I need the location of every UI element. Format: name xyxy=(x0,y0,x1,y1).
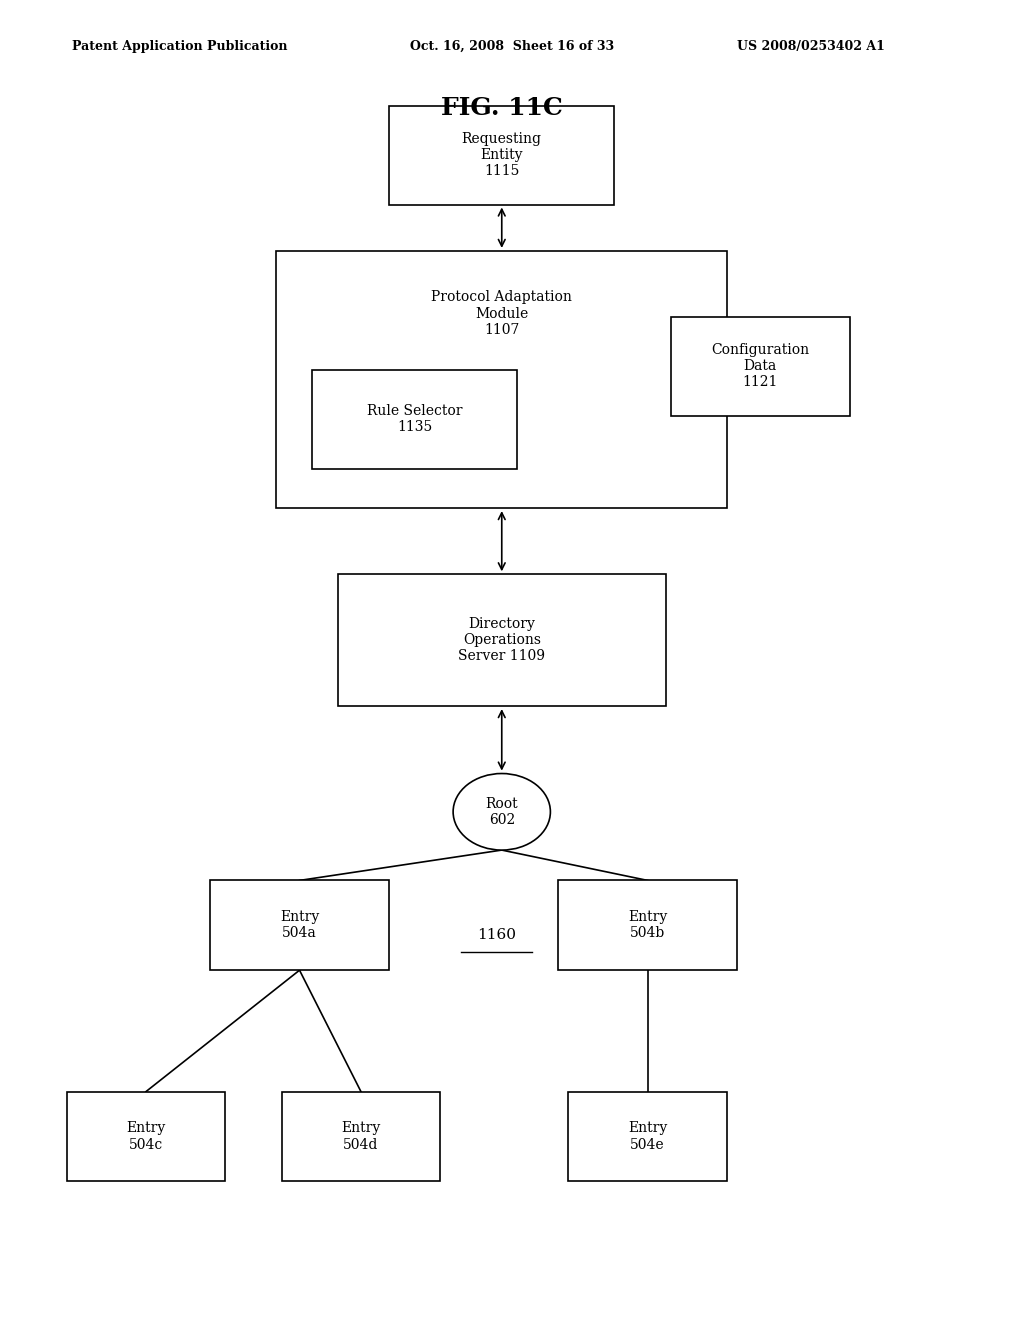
Text: US 2008/0253402 A1: US 2008/0253402 A1 xyxy=(737,40,885,53)
Text: Entry
504a: Entry 504a xyxy=(280,911,319,940)
Text: Entry
504e: Entry 504e xyxy=(628,1122,668,1151)
Text: Protocol Adaptation
Module
1107: Protocol Adaptation Module 1107 xyxy=(431,290,572,337)
FancyBboxPatch shape xyxy=(312,370,517,469)
FancyBboxPatch shape xyxy=(276,251,727,508)
Text: Entry
504d: Entry 504d xyxy=(341,1122,381,1151)
Ellipse shape xyxy=(453,774,551,850)
Text: Patent Application Publication: Patent Application Publication xyxy=(72,40,287,53)
Text: 1160: 1160 xyxy=(477,928,516,941)
Text: Root
602: Root 602 xyxy=(485,797,518,826)
Text: Directory
Operations
Server 1109: Directory Operations Server 1109 xyxy=(459,616,545,664)
Text: Requesting
Entity
1115: Requesting Entity 1115 xyxy=(462,132,542,178)
FancyBboxPatch shape xyxy=(568,1092,727,1181)
FancyBboxPatch shape xyxy=(67,1092,225,1181)
FancyBboxPatch shape xyxy=(338,574,666,706)
Text: Entry
504c: Entry 504c xyxy=(126,1122,166,1151)
Text: Oct. 16, 2008  Sheet 16 of 33: Oct. 16, 2008 Sheet 16 of 33 xyxy=(410,40,613,53)
Text: Rule Selector
1135: Rule Selector 1135 xyxy=(367,404,463,434)
Text: Configuration
Data
1121: Configuration Data 1121 xyxy=(712,343,809,389)
FancyBboxPatch shape xyxy=(671,317,850,416)
FancyBboxPatch shape xyxy=(282,1092,440,1181)
FancyBboxPatch shape xyxy=(389,106,614,205)
FancyBboxPatch shape xyxy=(210,880,389,970)
FancyBboxPatch shape xyxy=(558,880,737,970)
Text: Entry
504b: Entry 504b xyxy=(628,911,668,940)
Text: FIG. 11C: FIG. 11C xyxy=(440,96,563,120)
